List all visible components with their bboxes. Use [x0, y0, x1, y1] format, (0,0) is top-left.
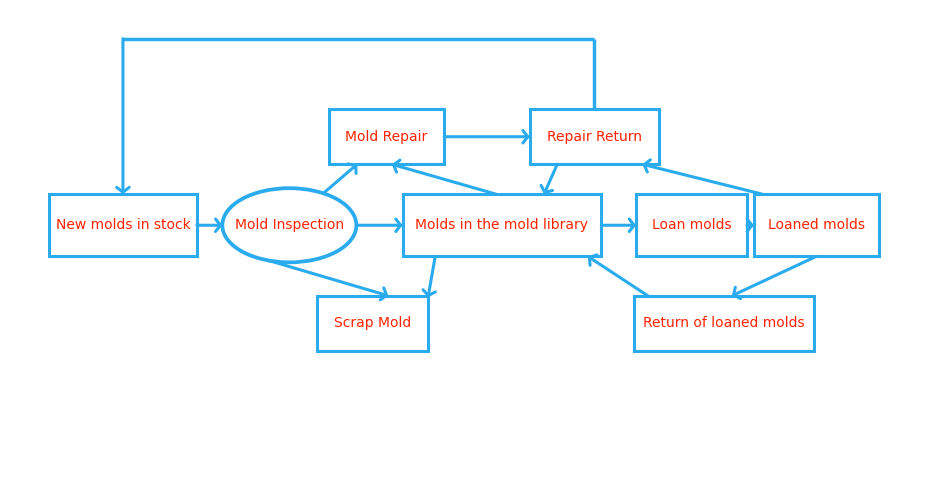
Text: Loan molds: Loan molds — [652, 218, 731, 232]
Text: Repair Return: Repair Return — [547, 130, 642, 144]
Text: Return of loaned molds: Return of loaned molds — [643, 317, 804, 331]
Text: Molds in the mold library: Molds in the mold library — [416, 218, 589, 232]
Text: New molds in stock: New molds in stock — [56, 218, 191, 232]
Text: Scrap Mold: Scrap Mold — [334, 317, 411, 331]
Text: Mold Inspection: Mold Inspection — [234, 218, 344, 232]
Text: Loaned molds: Loaned molds — [768, 218, 865, 232]
Text: Mold Repair: Mold Repair — [345, 130, 428, 144]
